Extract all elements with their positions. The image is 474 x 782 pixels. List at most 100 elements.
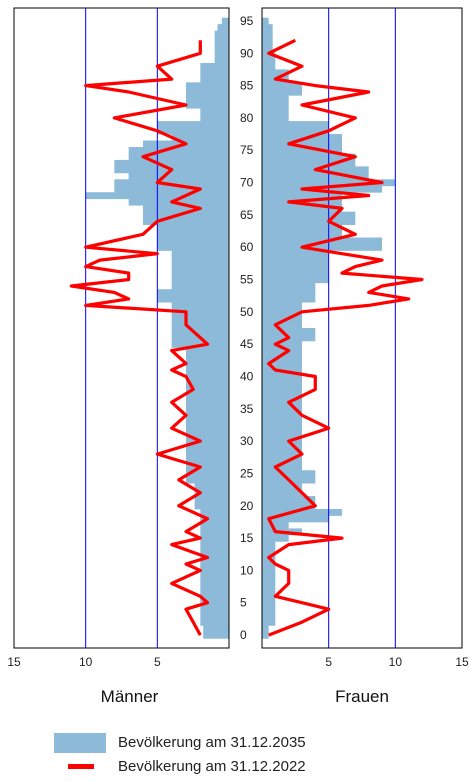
male-bar-age-52: [157, 295, 229, 303]
female-bar-age-50: [262, 308, 302, 316]
female-bar-age-10: [262, 567, 276, 575]
male-bar-age-29: [186, 444, 229, 452]
male-bar-age-12: [200, 554, 229, 562]
female-bar-age-13: [262, 547, 276, 555]
female-bar-age-33: [262, 418, 302, 426]
male-bar-age-56: [171, 269, 229, 277]
age-tick-40: 40: [240, 369, 254, 383]
male-bar-age-80: [200, 114, 229, 122]
male-panel-frame: [13, 7, 230, 649]
female-bar-age-60: [262, 243, 382, 251]
female-bar-age-87: [262, 69, 289, 77]
male-bar-age-55: [171, 276, 229, 284]
age-tick-30: 30: [240, 434, 254, 448]
female-bar-age-32: [262, 424, 302, 432]
age-tick-85: 85: [240, 79, 254, 93]
female-bar-age-64: [262, 218, 356, 225]
female-bar-age-35: [262, 405, 302, 413]
female-bar-age-27: [262, 457, 302, 465]
female-bar-age-80: [262, 114, 289, 122]
female-bar-age-11: [262, 560, 276, 568]
legend-label-2022: Bevölkerung am 31.12.2022: [118, 758, 306, 775]
female-bar-age-15: [262, 534, 289, 542]
male-bar-age-16: [200, 528, 229, 536]
male-bar-age-58: [171, 256, 229, 264]
female-bar-age-57: [262, 263, 329, 271]
female-bar-age-21: [262, 496, 316, 503]
male-bar-age-10: [200, 567, 229, 575]
female-bar-age-28: [262, 450, 302, 458]
male-bar-age-77: [171, 134, 229, 141]
female-bar-age-45: [262, 340, 302, 348]
female-bar-age-51: [262, 302, 302, 310]
female-panel-title: Frauen: [335, 687, 389, 706]
male-bar-age-4: [200, 605, 229, 613]
female-bar-age-71: [262, 172, 369, 180]
male-bar-age-53: [157, 289, 229, 297]
age-tick-0: 0: [240, 628, 247, 642]
female-bar-age-42: [262, 360, 302, 368]
x-tick-4: 10: [389, 655, 403, 669]
female-bar-age-52: [262, 295, 316, 303]
male-bar-age-39: [186, 379, 229, 387]
male-bar-age-31: [186, 431, 229, 439]
female-bar-age-2: [262, 618, 276, 626]
male-bar-age-73: [114, 159, 229, 167]
age-tick-50: 50: [240, 305, 254, 319]
female-bar-age-7: [262, 586, 276, 594]
female-bar-age-73: [262, 159, 356, 167]
male-bar-age-17: [200, 521, 229, 529]
male-bar-age-66: [143, 205, 229, 213]
age-tick-20: 20: [240, 499, 254, 513]
male-bar-age-84: [186, 88, 229, 96]
female-bar-age-0: [262, 631, 269, 639]
male-bar-age-62: [157, 231, 229, 238]
male-panel-title: Männer: [101, 687, 159, 706]
male-bar-age-37: [186, 392, 229, 400]
male-bar-age-81: [200, 108, 229, 116]
age-tick-70: 70: [240, 176, 254, 190]
female-bar-age-38: [262, 386, 302, 394]
male-bar-age-40: [186, 373, 229, 381]
male-bar-age-61: [157, 237, 229, 245]
x-tick-2: 5: [154, 655, 161, 669]
x-tick-3: 5: [325, 655, 332, 669]
female-bar-age-1: [262, 625, 269, 633]
male-bar-age-92: [214, 37, 229, 44]
male-bar-age-27: [186, 457, 229, 465]
female-bar-age-8: [262, 580, 276, 587]
age-tick-80: 80: [240, 111, 254, 125]
male-bar-age-71: [128, 172, 229, 180]
male-bar-age-8: [200, 580, 229, 587]
female-bar-age-84: [262, 88, 302, 96]
age-tick-65: 65: [240, 208, 254, 222]
female-bar-age-53: [262, 289, 316, 297]
legend-line-2022: [68, 764, 94, 769]
x-tick-1: 10: [79, 655, 93, 669]
male-bar-age-35: [186, 405, 229, 413]
male-bar-age-32: [186, 424, 229, 432]
female-bar-age-18: [262, 515, 329, 523]
female-bar-age-30: [262, 437, 302, 445]
male-bar-age-54: [171, 282, 229, 290]
male-bar-age-34: [186, 412, 229, 419]
male-bar-age-26: [186, 463, 229, 471]
male-bar-age-85: [186, 82, 229, 90]
female-bar-age-76: [262, 140, 342, 148]
female-bar-age-62: [262, 231, 342, 238]
male-bar-age-21: [194, 496, 229, 503]
legend-label-2035: Bevölkerung am 31.12.2035: [118, 734, 306, 751]
female-bar-age-65: [262, 211, 356, 219]
female-bar-age-63: [262, 224, 342, 232]
male-bar-age-63: [157, 224, 229, 232]
female-bar-age-85: [262, 82, 302, 90]
age-tick-95: 95: [240, 14, 254, 28]
female-bar-age-94: [262, 24, 273, 32]
female-bar-age-25: [262, 470, 316, 478]
female-bar-age-31: [262, 431, 302, 439]
male-bar-age-59: [171, 250, 229, 258]
female-bar-age-36: [262, 399, 302, 406]
male-bar-age-1: [203, 625, 229, 633]
male-bar-age-42: [186, 360, 229, 368]
age-tick-55: 55: [240, 273, 254, 287]
